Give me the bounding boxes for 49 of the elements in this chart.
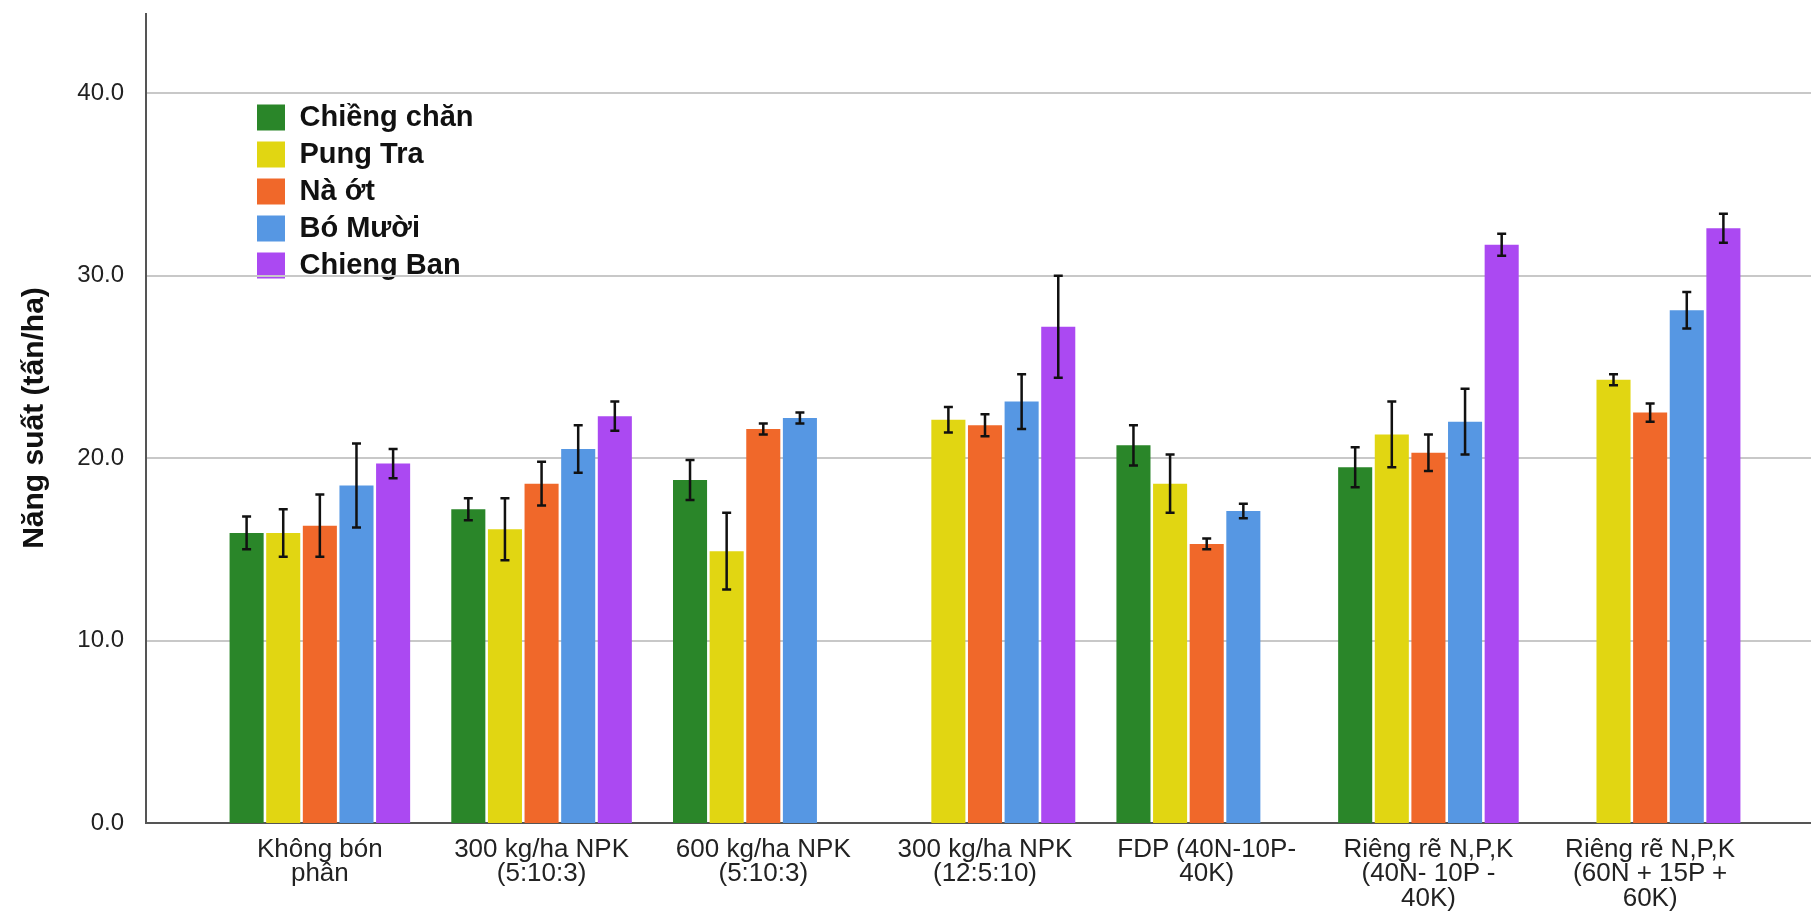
y-axis-title: Năng suất (tấn/ha): [16, 287, 50, 549]
bar: [1153, 483, 1188, 823]
legend-label: Nà ớt: [299, 173, 376, 206]
x-tick-label: Không bón phân: [256, 832, 383, 888]
bar: [1411, 452, 1446, 823]
bar: [524, 483, 559, 823]
bar: [1374, 434, 1409, 823]
bar: [1004, 401, 1039, 823]
bar: [746, 428, 781, 823]
bar: [931, 419, 966, 823]
x-tick-label: FDP (40N-10P-40K): [1117, 832, 1297, 888]
y-tick-label: 20.0: [77, 442, 124, 470]
bar: [597, 416, 632, 823]
bar: [302, 525, 337, 823]
bar: [1706, 228, 1741, 823]
y-tick-label: 0.0: [90, 807, 124, 835]
bar: [1484, 244, 1519, 823]
bar: [1596, 379, 1631, 823]
y-tick-label: 30.0: [77, 260, 124, 288]
x-tick-label: 600 kg/ha NPK (5:10:3): [675, 832, 852, 888]
y-tick-label: 10.0: [77, 625, 124, 653]
bar: [709, 551, 744, 823]
bar: [266, 532, 301, 823]
bar: [673, 480, 708, 823]
bar: [561, 449, 596, 823]
bar: [1448, 421, 1483, 823]
bar: [1338, 467, 1373, 823]
x-tick-label: Riêng rẽ N,P,K (60N + 15P + 60K): [1565, 832, 1736, 912]
bar: [1189, 543, 1224, 823]
bar: [451, 509, 486, 823]
bar: [1041, 326, 1076, 823]
x-tick-label: Riêng rẽ N,P,K (40N- 10P - 40K): [1343, 832, 1515, 912]
bar: [1226, 511, 1261, 823]
bar: [967, 425, 1003, 823]
bar: [339, 485, 374, 823]
bar: [1669, 310, 1704, 823]
bar: [782, 418, 817, 823]
bar: [1116, 445, 1151, 823]
legend-label: Chiềng chăn: [299, 99, 474, 132]
legend-label: Chieng Ban: [299, 247, 461, 280]
bar: [229, 532, 264, 823]
bar: [487, 529, 522, 823]
legend-label: Pung Tra: [299, 136, 425, 169]
x-tick-label: 300 kg/ha NPK (5:10:3): [454, 832, 630, 888]
bar: [1633, 412, 1668, 823]
bar: [376, 463, 411, 823]
legend-label: Bó Mười: [299, 210, 421, 243]
x-tick-label: 300 kg/ha NPK (12:5:10): [897, 832, 1074, 888]
y-tick-label: 40.0: [77, 77, 124, 105]
